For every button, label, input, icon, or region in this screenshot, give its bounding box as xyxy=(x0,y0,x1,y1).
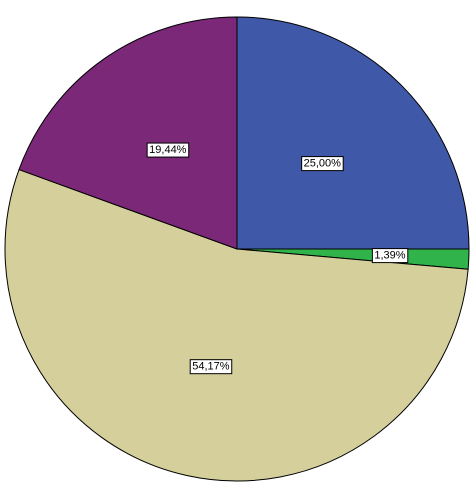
data-label-box xyxy=(189,359,233,375)
pie-slice xyxy=(4,168,469,482)
data-label: 54,17% xyxy=(192,361,230,373)
data-label: 25,00% xyxy=(304,158,342,170)
pie-slice xyxy=(236,16,470,250)
pie-slice xyxy=(18,16,238,250)
data-label-box xyxy=(371,248,409,264)
data-label: 19,44% xyxy=(149,144,187,156)
data-label-box xyxy=(146,142,190,158)
data-label: 1,39% xyxy=(374,250,405,262)
data-label-box xyxy=(301,156,344,172)
